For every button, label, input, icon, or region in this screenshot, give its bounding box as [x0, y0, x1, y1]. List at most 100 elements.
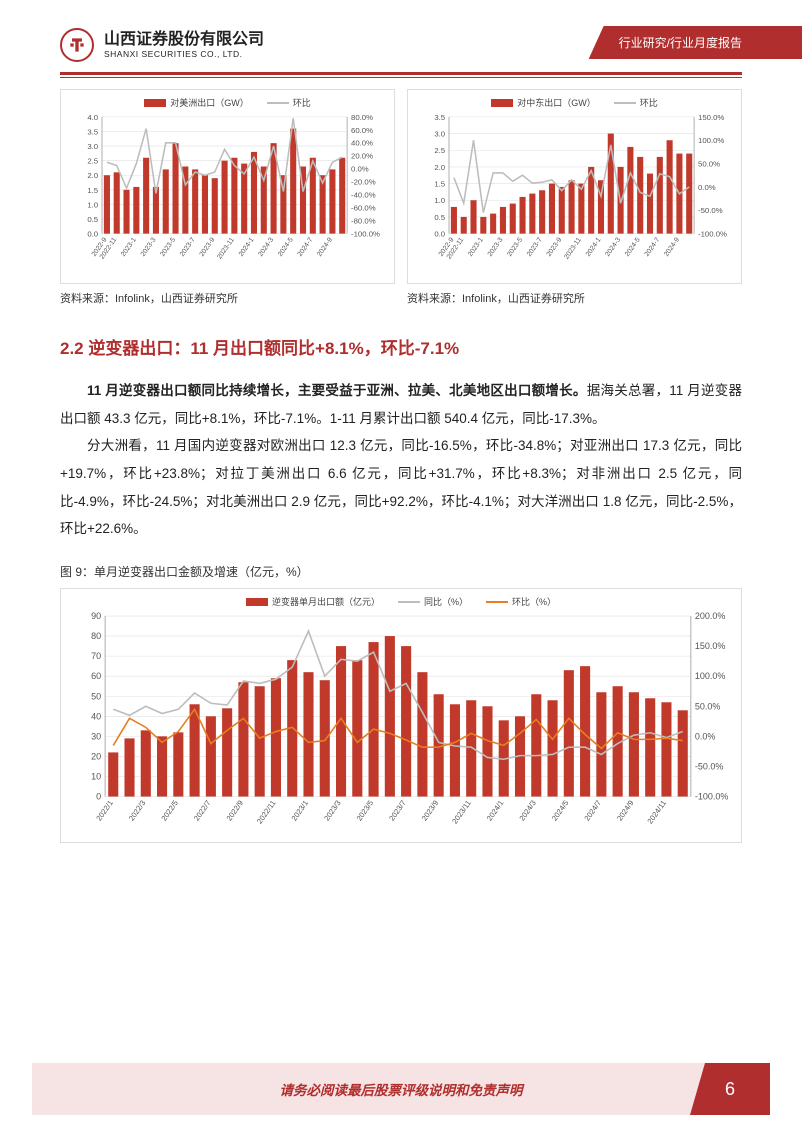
- svg-text:50: 50: [91, 691, 101, 701]
- svg-text:2023/7: 2023/7: [387, 799, 408, 823]
- svg-text:2023/3: 2023/3: [322, 799, 343, 823]
- section-title: 2.2 逆变器出口：11 月出口额同比+8.1%，环比-7.1%: [0, 306, 802, 359]
- svg-text:2022/9: 2022/9: [224, 799, 245, 823]
- chart-inverter: 0102030405060708090-100.0%-50.0%0.0%50.0…: [69, 612, 733, 841]
- svg-text:2023/9: 2023/9: [420, 799, 441, 823]
- svg-text:3.0: 3.0: [87, 142, 98, 151]
- svg-text:20: 20: [91, 751, 101, 761]
- svg-text:2024/3: 2024/3: [517, 799, 538, 823]
- svg-text:2023-11: 2023-11: [216, 236, 236, 260]
- svg-text:80: 80: [91, 631, 101, 641]
- chart-source-right: 资料来源：Infolink，山西证券研究所: [407, 290, 742, 306]
- top-charts-row: 对美洲出口（GW） 环比 0.0 0.5 1.0 1.5 2.0 2.5 3.0 3.5 4.0…: [0, 77, 802, 284]
- svg-text:2024/5: 2024/5: [550, 799, 571, 823]
- legend-bar-label: 逆变器单月出口额（亿元）: [272, 595, 380, 608]
- svg-text:2024/7: 2024/7: [582, 799, 603, 823]
- chart-americas: 0.00.51.01.52.02.53.03.54.0-100.0%-80.0%…: [67, 113, 388, 276]
- logo-block: 山西证券股份有限公司 SHANXI SECURITIES CO., LTD.: [60, 28, 264, 62]
- company-name-en: SHANXI SECURITIES CO., LTD.: [104, 49, 264, 59]
- svg-text:3.5: 3.5: [87, 127, 98, 136]
- fig9-caption: 图 9：单月逆变器出口金额及增速（亿元，%）: [0, 543, 802, 584]
- chart-mideast: 0.00.51.01.52.02.53.03.5-100.0%-50.0%0.0…: [414, 113, 735, 276]
- legend-line-label: 环比: [640, 96, 658, 109]
- company-name-cn: 山西证券股份有限公司: [104, 31, 264, 49]
- svg-text:2024-1: 2024-1: [585, 236, 603, 258]
- svg-text:2023/1: 2023/1: [290, 799, 311, 823]
- svg-text:2023-1: 2023-1: [467, 236, 485, 258]
- legend-bar-label: 对美洲出口（GW）: [170, 96, 249, 109]
- svg-text:30: 30: [91, 731, 101, 741]
- svg-text:2023-9: 2023-9: [199, 236, 217, 258]
- svg-text:2023-1: 2023-1: [120, 236, 138, 258]
- legend-line2-label: 环比（%）: [512, 595, 556, 608]
- svg-text:40.0%: 40.0%: [351, 139, 373, 148]
- chart-americas-panel: 对美洲出口（GW） 环比 0.00.51.01.52.02.53.03.54.0…: [60, 89, 395, 284]
- svg-text:2023-3: 2023-3: [487, 236, 505, 258]
- svg-text:-50.0%: -50.0%: [695, 762, 724, 772]
- svg-text:2023-7: 2023-7: [526, 236, 544, 258]
- svg-text:2022/11: 2022/11: [255, 799, 278, 826]
- chart-mideast-panel: 对中东出口（GW） 环比 0.00.51.01.52.02.53.03.5-10…: [407, 89, 742, 284]
- svg-text:0.5: 0.5: [434, 213, 445, 222]
- svg-text:0: 0: [96, 792, 101, 802]
- svg-text:0.0%: 0.0%: [351, 165, 369, 174]
- svg-text:60.0%: 60.0%: [351, 126, 373, 135]
- svg-text:2023-5: 2023-5: [506, 236, 524, 258]
- svg-text:2023-9: 2023-9: [546, 236, 564, 258]
- legend-line1-label: 同比（%）: [424, 595, 468, 608]
- svg-text:2.0: 2.0: [87, 171, 98, 180]
- svg-text:4.0: 4.0: [87, 113, 98, 122]
- svg-text:2023/11: 2023/11: [450, 799, 473, 826]
- svg-text:0.0%: 0.0%: [698, 183, 716, 192]
- svg-text:2023/5: 2023/5: [355, 799, 376, 823]
- chart-inverter-panel: 逆变器单月出口额（亿元） 同比（%） 环比（%） 010203040506070…: [60, 588, 742, 843]
- svg-text:2024-5: 2024-5: [624, 236, 642, 258]
- svg-text:2023-3: 2023-3: [140, 236, 158, 258]
- svg-text:2024-9: 2024-9: [316, 236, 334, 258]
- svg-text:2022/1: 2022/1: [94, 799, 115, 823]
- company-logo-icon: [60, 28, 94, 62]
- svg-text:1.5: 1.5: [434, 180, 445, 189]
- svg-text:2.0: 2.0: [434, 163, 445, 172]
- svg-text:-60.0%: -60.0%: [351, 204, 376, 213]
- svg-text:0.0: 0.0: [434, 230, 445, 239]
- svg-text:1.5: 1.5: [87, 186, 98, 195]
- svg-text:200.0%: 200.0%: [695, 612, 726, 621]
- p1-bold: 11 月逆变器出口额同比持续增长，主要受益于亚洲、拉美、北美地区出口额增长。: [87, 383, 587, 398]
- svg-text:2023-11: 2023-11: [563, 236, 583, 260]
- svg-text:2024-9: 2024-9: [663, 236, 681, 258]
- svg-text:2024-1: 2024-1: [238, 236, 256, 258]
- paragraph-2: 分大洲看，11 月国内逆变器对欧洲出口 12.3 亿元，同比-16.5%，环比-…: [60, 432, 742, 543]
- svg-text:50.0%: 50.0%: [695, 701, 721, 711]
- svg-text:0.0: 0.0: [87, 230, 98, 239]
- svg-text:60: 60: [91, 671, 101, 681]
- legend-bar-label: 对中东出口（GW）: [517, 96, 596, 109]
- svg-text:90: 90: [91, 612, 101, 621]
- footer-text: 请务必阅读最后股票评级说明和免责声明: [280, 1079, 523, 1099]
- chart-source-left: 资料来源：Infolink，山西证券研究所: [60, 290, 395, 306]
- svg-text:2.5: 2.5: [434, 146, 445, 155]
- svg-text:-80.0%: -80.0%: [351, 217, 376, 226]
- svg-text:2024/9: 2024/9: [615, 799, 636, 823]
- svg-text:2.5: 2.5: [87, 157, 98, 166]
- paragraph-1: 11 月逆变器出口额同比持续增长，主要受益于亚洲、拉美、北美地区出口额增长。据海…: [60, 377, 742, 432]
- svg-text:1.0: 1.0: [87, 200, 98, 209]
- svg-text:2022/3: 2022/3: [127, 799, 148, 823]
- svg-text:3.0: 3.0: [434, 129, 445, 138]
- svg-text:50.0%: 50.0%: [698, 159, 720, 168]
- svg-text:150.0%: 150.0%: [695, 641, 726, 651]
- body-text: 11 月逆变器出口额同比持续增长，主要受益于亚洲、拉美、北美地区出口额增长。据海…: [0, 359, 802, 543]
- chart-americas-legend: 对美洲出口（GW） 环比: [67, 96, 388, 109]
- svg-text:2022/5: 2022/5: [159, 799, 180, 823]
- svg-text:40: 40: [91, 711, 101, 721]
- svg-text:2024/1: 2024/1: [485, 799, 506, 823]
- footer-bar: 请务必阅读最后股票评级说明和免责声明 6: [32, 1063, 770, 1115]
- svg-text:2024-3: 2024-3: [257, 236, 275, 258]
- chart-inverter-legend: 逆变器单月出口额（亿元） 同比（%） 环比（%）: [69, 595, 733, 608]
- svg-text:2024/11: 2024/11: [645, 799, 668, 826]
- svg-text:3.5: 3.5: [434, 113, 445, 122]
- svg-text:10: 10: [91, 772, 101, 782]
- svg-text:-100.0%: -100.0%: [351, 230, 380, 239]
- svg-text:0.0%: 0.0%: [695, 731, 716, 741]
- chart-source-row: 资料来源：Infolink，山西证券研究所 资料来源：Infolink，山西证券…: [0, 284, 802, 306]
